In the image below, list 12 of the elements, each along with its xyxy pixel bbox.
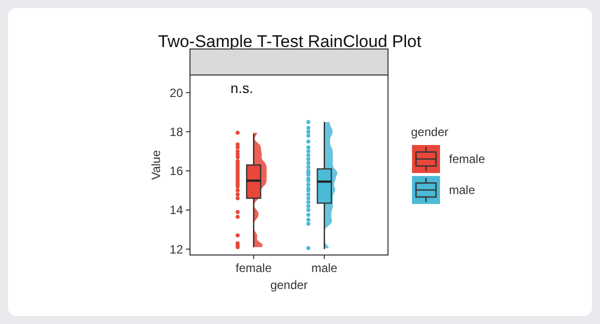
legend-label: male	[449, 183, 476, 198]
annotation: n.s.	[230, 80, 254, 96]
chart-title: Two-Sample T-Test RainCloud Plot	[158, 32, 422, 51]
x-axis-title: gender	[270, 278, 308, 292]
legend-title: gender	[411, 125, 448, 139]
y-tick-label: 12	[170, 242, 184, 256]
legend-label: female	[449, 152, 486, 166]
y-tick-label: 18	[170, 124, 184, 139]
y-tick-label: 14	[170, 203, 184, 218]
y-tick-label: 20	[170, 86, 184, 100]
y-tick-label: 16	[170, 164, 184, 178]
y-axis-title: Value	[149, 150, 163, 180]
